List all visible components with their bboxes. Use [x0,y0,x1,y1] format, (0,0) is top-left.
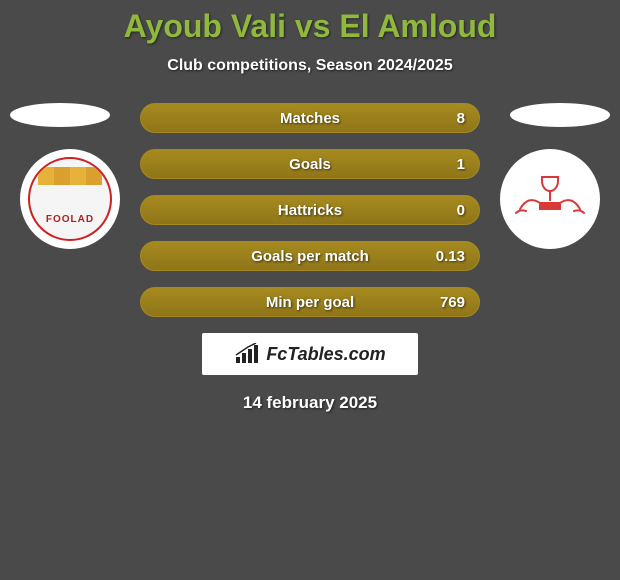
stat-label: Goals [289,156,331,173]
team-badge-left: FOOLAD [20,149,120,249]
stat-value: 0.13 [436,248,465,265]
team-badge-left-inner: FOOLAD [28,157,112,241]
stat-label: Hattricks [278,202,342,219]
stat-row: Hattricks 0 [140,195,480,225]
stat-value: 0 [457,202,465,219]
team-badge-right [500,149,600,249]
player-ellipse-left [10,103,110,127]
stat-row: Matches 8 [140,103,480,133]
stat-label: Goals per match [251,248,369,265]
stat-row: Goals per match 0.13 [140,241,480,271]
stat-row: Min per goal 769 [140,287,480,317]
date-text: 14 february 2025 [0,393,620,413]
stat-label: Matches [280,110,340,127]
trophy-icon [510,169,590,229]
chart-icon [234,343,260,365]
stat-value: 769 [440,294,465,311]
stats-table: Matches 8 Goals 1 Hattricks 0 Goals per … [140,103,480,317]
team-badge-right-inner [508,157,592,241]
brand-box: FcTables.com [202,333,418,375]
stat-row: Goals 1 [140,149,480,179]
stat-label: Min per goal [266,294,354,311]
stat-value: 8 [457,110,465,127]
page-title: Ayoub Vali vs El Amloud [0,0,620,45]
comparison-content: FOOLAD Matches 8 Goals [0,103,620,413]
brand-text: FcTables.com [266,344,385,365]
player-ellipse-right [510,103,610,127]
stat-value: 1 [457,156,465,173]
page-subtitle: Club competitions, Season 2024/2025 [0,57,620,75]
team-badge-left-label: FOOLAD [30,214,110,225]
